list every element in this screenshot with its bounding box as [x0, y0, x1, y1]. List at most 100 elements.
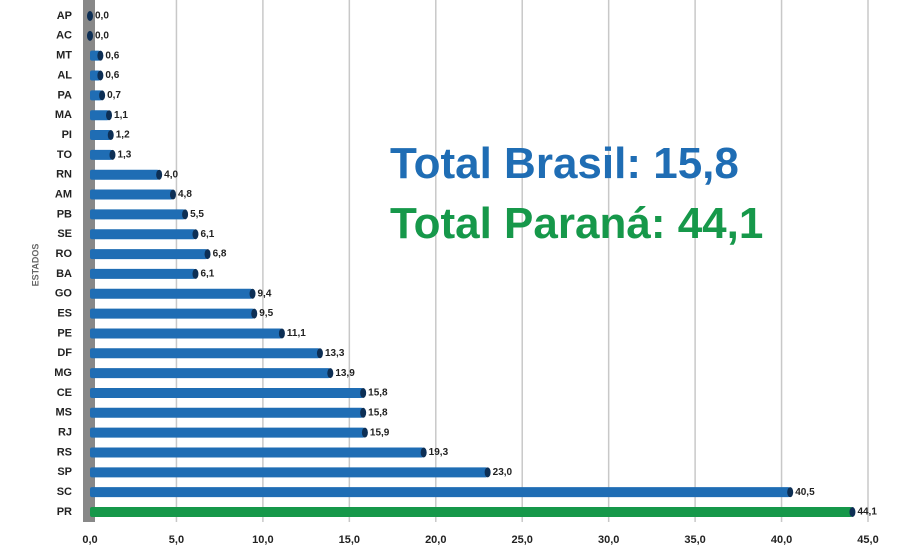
y-tick-label: RJ — [58, 427, 72, 439]
value-label: 44,1 — [857, 507, 877, 518]
value-label: 1,2 — [116, 130, 130, 141]
bar-cap — [87, 11, 93, 21]
x-tick-label: 15,0 — [339, 534, 360, 546]
y-tick-label: RO — [56, 248, 73, 260]
bar-cap — [192, 229, 199, 240]
y-tick-label: AC — [56, 30, 72, 42]
y-tick-label: AM — [55, 188, 72, 200]
value-label: 0,7 — [107, 90, 121, 101]
bar — [90, 348, 320, 359]
y-tick-label: RN — [56, 169, 72, 181]
y-tick-label: PI — [62, 129, 72, 141]
annotation: Total Paraná: 44,1 — [390, 199, 763, 248]
y-tick-label: PE — [57, 327, 72, 339]
y-tick-label: MA — [55, 109, 72, 121]
y-tick-label: PB — [57, 208, 72, 220]
value-label: 13,9 — [335, 368, 355, 379]
bar — [90, 368, 331, 379]
bar — [90, 90, 103, 101]
y-tick-label: MT — [56, 50, 72, 62]
bar — [90, 130, 111, 141]
x-tick-label: 5,0 — [169, 534, 184, 546]
bar-cap — [849, 507, 856, 517]
value-label: 15,8 — [368, 388, 388, 399]
bar-cap — [420, 447, 427, 458]
bar-cap — [316, 348, 323, 359]
value-label: 15,9 — [370, 427, 390, 438]
bar-cap — [97, 50, 104, 61]
bar-cap — [106, 110, 113, 121]
value-label: 19,3 — [429, 447, 449, 458]
y-tick-label: SC — [57, 486, 72, 498]
bar — [90, 189, 173, 200]
bar-cap — [484, 467, 491, 478]
value-label: 1,1 — [114, 110, 128, 121]
value-label: 11,1 — [287, 328, 306, 339]
bar — [90, 507, 853, 517]
x-tick-label: 30,0 — [598, 534, 619, 546]
y-tick-label: SE — [57, 228, 72, 240]
value-label: 1,3 — [117, 150, 131, 161]
y-tick-label: PA — [58, 89, 73, 101]
bar — [90, 447, 424, 458]
value-label: 4,8 — [178, 189, 192, 200]
value-label: 9,4 — [258, 288, 272, 299]
value-label: 6,8 — [213, 249, 227, 260]
value-label: 0,6 — [105, 70, 119, 81]
bar-cap — [787, 487, 794, 498]
y-tick-label: GO — [55, 288, 73, 300]
x-tick-label: 25,0 — [512, 534, 533, 546]
x-tick-label: 45,0 — [857, 534, 878, 546]
bar-cap — [99, 90, 106, 101]
bar-cap — [361, 427, 368, 438]
y-tick-label: MG — [54, 367, 72, 379]
bar-cap — [360, 387, 367, 398]
value-label: 6,1 — [200, 269, 214, 280]
bar — [90, 169, 160, 180]
bar-cap — [169, 189, 176, 200]
x-tick-label: 0,0 — [82, 534, 97, 546]
value-label: 13,3 — [325, 348, 345, 359]
bar — [90, 110, 110, 121]
bar — [90, 407, 364, 418]
x-tick-label: 35,0 — [684, 534, 705, 546]
y-tick-label: AL — [57, 69, 72, 81]
bar — [90, 308, 255, 319]
bar — [90, 209, 186, 220]
value-label: 0,6 — [105, 50, 119, 61]
value-label: 15,8 — [368, 407, 388, 418]
value-label: 0,0 — [95, 30, 109, 41]
bar-cap — [327, 368, 334, 379]
bar — [90, 288, 253, 299]
y-tick-label: PR — [57, 506, 72, 518]
bar — [90, 427, 365, 438]
value-label: 23,0 — [493, 467, 513, 478]
value-label: 0,0 — [95, 11, 109, 22]
y-tick-label: BA — [56, 268, 72, 280]
bar — [90, 229, 196, 240]
value-label: 5,5 — [190, 209, 204, 220]
bar-cap — [87, 30, 93, 41]
bar-cap — [97, 70, 104, 81]
bar — [90, 249, 208, 260]
y-tick-label: SP — [57, 466, 72, 478]
annotation: Total Brasil: 15,8 — [390, 139, 739, 188]
x-tick-label: 20,0 — [425, 534, 446, 546]
y-tick-label: CE — [57, 387, 72, 399]
bar-cap — [109, 149, 116, 160]
bar-cap — [249, 288, 256, 299]
bar — [90, 149, 113, 160]
value-label: 9,5 — [259, 308, 273, 319]
y-tick-label: TO — [57, 149, 73, 161]
y-tick-label: ES — [57, 308, 72, 320]
value-label: 40,5 — [795, 487, 815, 498]
value-label: 4,0 — [164, 169, 178, 180]
bar-cap — [278, 328, 285, 339]
bar — [90, 387, 364, 398]
x-tick-label: 10,0 — [252, 534, 273, 546]
bar-cap — [360, 407, 367, 418]
y-tick-label: RS — [57, 446, 72, 458]
bar-cap — [204, 249, 211, 260]
bar-cap — [156, 169, 163, 180]
